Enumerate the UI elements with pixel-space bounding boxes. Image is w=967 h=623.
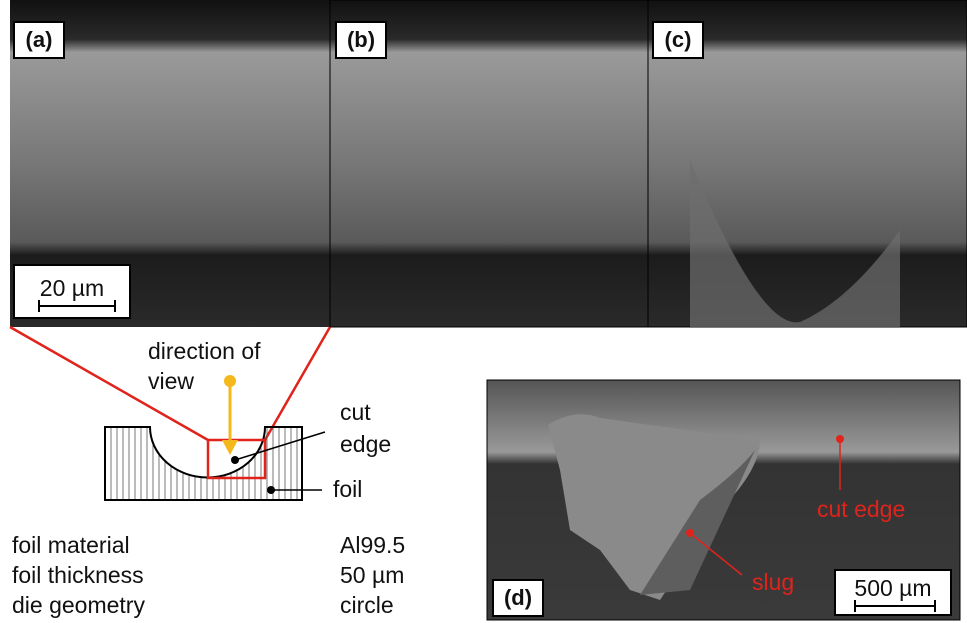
direction-text: direction of [148,338,261,364]
zoom-line [265,327,330,440]
figure: (a) (b) (c) 20 µm direction of view cut … [0,0,967,623]
cut-edge-text: cut [340,399,371,425]
direction-text: view [148,368,194,394]
property-value: circle [340,592,394,618]
panel-label: (a) [26,27,53,52]
panel-label: (c) [665,27,692,52]
property-value: 50 µm [340,562,404,588]
scale-text: 20 µm [40,275,104,301]
view-arrowhead [222,440,238,455]
foil-text: foil [333,476,362,502]
panel-label: (b) [347,27,375,52]
panel-label: (d) [504,585,532,610]
property-name: foil material [12,532,130,558]
scale-text: 500 µm [854,575,931,601]
property-value: Al99.5 [340,532,405,558]
slug-label: slug [752,569,794,595]
cut-edge-label: cut edge [817,496,905,522]
cut-edge-text: edge [340,431,391,457]
property-name: foil thickness [12,562,144,588]
property-name: die geometry [12,592,145,618]
